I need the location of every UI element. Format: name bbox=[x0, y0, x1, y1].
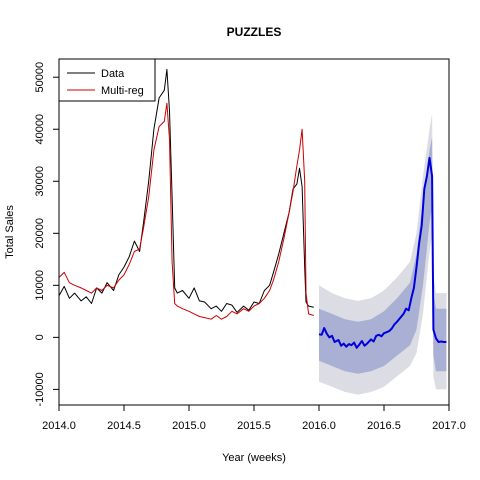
legend-label: Data bbox=[101, 68, 125, 80]
y-axis: -10000 0 10000 20000 30000 40000 50000 bbox=[34, 62, 60, 407]
y-tick-label: 10000 bbox=[34, 270, 46, 301]
x-tick-label: 2016.0 bbox=[302, 420, 336, 432]
prediction-intervals bbox=[319, 113, 447, 395]
y-tick-label: 0 bbox=[34, 334, 46, 340]
x-tick-label: 2017.0 bbox=[432, 420, 466, 432]
x-tick-label: 2016.5 bbox=[367, 420, 401, 432]
x-axis-label: Year (weeks) bbox=[222, 452, 286, 464]
y-tick-label: 30000 bbox=[34, 166, 46, 197]
chart-title: PUZZLES bbox=[227, 25, 282, 39]
legend: Data Multi-reg bbox=[58, 58, 156, 102]
legend-label: Multi-reg bbox=[101, 85, 144, 97]
y-tick-label: 20000 bbox=[34, 218, 46, 249]
x-axis: 2014.0 2014.5 2015.0 2015.5 2016.0 2016.5 2017… bbox=[42, 404, 466, 432]
x-tick-label: 2014.0 bbox=[42, 420, 76, 432]
forecast-line bbox=[318, 156, 447, 349]
data-line bbox=[58, 68, 314, 313]
x-tick-label: 2015.5 bbox=[237, 420, 271, 432]
x-tick-label: 2015.0 bbox=[172, 420, 206, 432]
series-lines bbox=[58, 68, 447, 349]
y-tick-label: -10000 bbox=[34, 372, 46, 406]
y-tick-label: 40000 bbox=[34, 114, 46, 145]
y-axis-label: Total Sales bbox=[4, 205, 16, 259]
x-tick-label: 2014.5 bbox=[107, 420, 141, 432]
interval-80-band bbox=[319, 137, 447, 374]
legend-box bbox=[58, 58, 156, 102]
multi-reg-line bbox=[58, 102, 314, 320]
y-tick-label: 50000 bbox=[34, 62, 46, 93]
